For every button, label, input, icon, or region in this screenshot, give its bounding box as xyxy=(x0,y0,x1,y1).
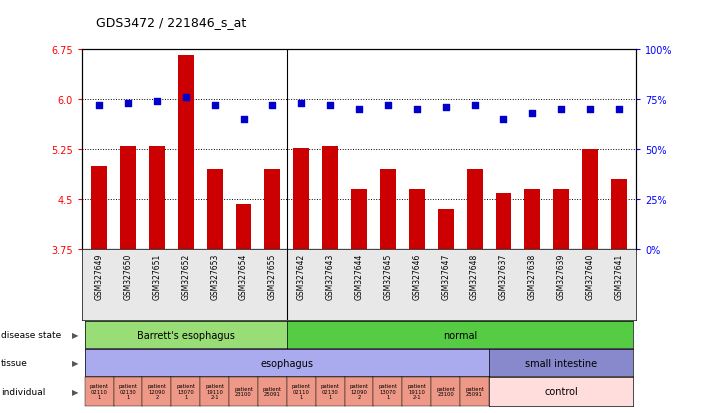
Bar xyxy=(149,146,165,250)
Text: GSM327655: GSM327655 xyxy=(268,254,277,300)
Text: patient
02130
1: patient 02130 1 xyxy=(119,383,137,399)
Text: esophagus: esophagus xyxy=(260,358,314,368)
Text: GSM327651: GSM327651 xyxy=(152,254,161,299)
Text: ▶: ▶ xyxy=(72,387,78,396)
Text: GDS3472 / 221846_s_at: GDS3472 / 221846_s_at xyxy=(96,16,246,29)
Bar xyxy=(466,170,483,250)
Point xyxy=(440,104,451,111)
Bar xyxy=(525,190,540,250)
Text: patient
02110
1: patient 02110 1 xyxy=(292,383,311,399)
Bar xyxy=(294,148,309,250)
Bar xyxy=(91,166,107,250)
Bar xyxy=(120,146,136,250)
Bar xyxy=(235,204,252,250)
Text: GSM327644: GSM327644 xyxy=(355,254,363,300)
Text: GSM327654: GSM327654 xyxy=(239,254,248,300)
Text: GSM327648: GSM327648 xyxy=(470,254,479,299)
Point xyxy=(296,100,307,107)
Text: GSM327650: GSM327650 xyxy=(124,254,132,300)
Text: patient
12090
2: patient 12090 2 xyxy=(350,383,368,399)
Text: GSM327649: GSM327649 xyxy=(95,254,104,300)
Text: Barrett's esophagus: Barrett's esophagus xyxy=(137,330,235,340)
Bar xyxy=(207,170,223,250)
Bar xyxy=(496,193,511,250)
Bar xyxy=(553,190,570,250)
Point xyxy=(614,107,625,113)
Point xyxy=(93,102,105,109)
Text: patient
13070
1: patient 13070 1 xyxy=(176,383,196,399)
Text: patient
12090
2: patient 12090 2 xyxy=(147,383,166,399)
Point xyxy=(383,102,394,109)
Text: patient
02110
1: patient 02110 1 xyxy=(90,383,109,399)
Text: small intestine: small intestine xyxy=(525,358,597,368)
Point xyxy=(151,98,163,105)
Point xyxy=(209,102,220,109)
Text: patient
19110
2-1: patient 19110 2-1 xyxy=(407,383,427,399)
Text: patient
13070
1: patient 13070 1 xyxy=(378,383,397,399)
Text: control: control xyxy=(545,386,578,396)
Text: disease state: disease state xyxy=(1,330,61,339)
Text: ▶: ▶ xyxy=(72,358,78,367)
Point xyxy=(324,102,336,109)
Point xyxy=(267,102,278,109)
Point xyxy=(180,94,191,101)
Text: GSM327647: GSM327647 xyxy=(442,254,450,300)
Text: patient
25091: patient 25091 xyxy=(263,386,282,396)
Point xyxy=(584,107,596,113)
Text: GSM327653: GSM327653 xyxy=(210,254,219,300)
Text: patient
23100: patient 23100 xyxy=(234,386,253,396)
Point xyxy=(469,102,481,109)
Bar xyxy=(611,180,627,250)
Text: individual: individual xyxy=(1,387,45,396)
Bar xyxy=(322,146,338,250)
Text: GSM327641: GSM327641 xyxy=(614,254,624,299)
Text: patient
19110
2-1: patient 19110 2-1 xyxy=(205,383,224,399)
Point xyxy=(237,116,249,123)
Text: GSM327652: GSM327652 xyxy=(181,254,191,299)
Bar xyxy=(380,170,396,250)
Text: GSM327642: GSM327642 xyxy=(296,254,306,299)
Point xyxy=(498,116,509,123)
Text: GSM327645: GSM327645 xyxy=(383,254,392,300)
Text: patient
23100: patient 23100 xyxy=(437,386,455,396)
Bar xyxy=(582,150,598,250)
Bar xyxy=(178,56,193,250)
Bar xyxy=(351,190,367,250)
Point xyxy=(122,100,134,107)
Bar xyxy=(438,210,454,250)
Text: tissue: tissue xyxy=(1,358,28,367)
Point xyxy=(555,107,567,113)
Text: patient
02130
1: patient 02130 1 xyxy=(321,383,340,399)
Text: GSM327643: GSM327643 xyxy=(326,254,335,300)
Text: GSM327637: GSM327637 xyxy=(499,254,508,300)
Text: GSM327646: GSM327646 xyxy=(412,254,422,300)
Point xyxy=(527,110,538,117)
Text: GSM327638: GSM327638 xyxy=(528,254,537,299)
Text: GSM327640: GSM327640 xyxy=(586,254,594,300)
Point xyxy=(353,107,365,113)
Bar xyxy=(409,190,424,250)
Text: patient
25091: patient 25091 xyxy=(465,386,484,396)
Point xyxy=(411,107,422,113)
Text: GSM327639: GSM327639 xyxy=(557,254,566,300)
Bar xyxy=(264,170,280,250)
Text: normal: normal xyxy=(443,330,477,340)
Text: ▶: ▶ xyxy=(72,330,78,339)
